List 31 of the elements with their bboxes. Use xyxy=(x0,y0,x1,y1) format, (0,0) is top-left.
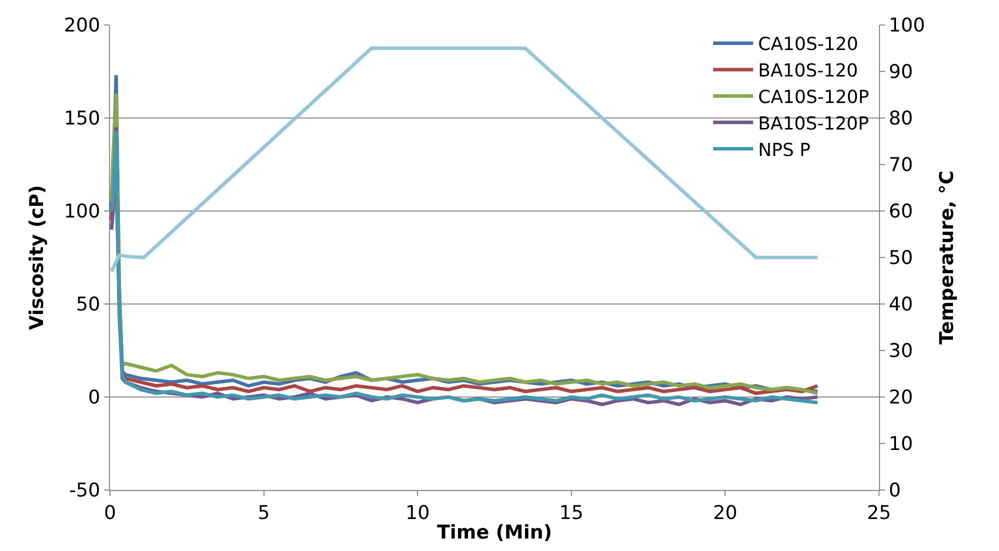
y2-tick-label: 20 xyxy=(888,386,913,409)
y-tick-label: 150 xyxy=(64,108,100,130)
x-tick-label: 10 xyxy=(406,502,430,524)
y2-axis-title: Temperature, °C xyxy=(936,170,958,344)
y-axis-title: Viscosity (cP) xyxy=(26,185,48,330)
y2-tick-label: 0 xyxy=(888,480,901,502)
y-tick-label: 100 xyxy=(64,200,100,223)
y-tick-label: 200 xyxy=(64,14,100,37)
y2-tick-label: 30 xyxy=(888,340,913,362)
y2-tick-label: 50 xyxy=(888,247,913,270)
y-tick-label: -50 xyxy=(69,480,100,502)
y-tick-label: 0 xyxy=(88,386,100,409)
y-tick-label: 50 xyxy=(76,294,100,316)
x-tick-label: 20 xyxy=(713,502,738,524)
y2-tick-label: 90 xyxy=(888,61,913,84)
legend-label: CA10S-120 xyxy=(758,34,858,56)
x-tick-label: 25 xyxy=(866,502,892,524)
legend-label: CA10S-120P xyxy=(758,87,870,108)
y2-tick-label: 80 xyxy=(888,108,913,130)
y2-tick-label: 40 xyxy=(888,294,913,316)
y2-tick-label: 60 xyxy=(888,200,913,223)
legend-label: BA10S-120 xyxy=(758,60,858,82)
x-tick-label: 5 xyxy=(258,502,270,524)
x-tick-label: 15 xyxy=(559,502,584,524)
x-tick-label: 0 xyxy=(104,502,116,524)
legend-label: BA10S-120P xyxy=(758,113,869,134)
x-axis-title: Time (Min) xyxy=(436,522,552,544)
y2-tick-label: 70 xyxy=(888,154,913,176)
legend-label: NPS P xyxy=(758,140,811,161)
y2-tick-label: 100 xyxy=(888,14,926,37)
y2-tick-label: 10 xyxy=(888,433,913,456)
